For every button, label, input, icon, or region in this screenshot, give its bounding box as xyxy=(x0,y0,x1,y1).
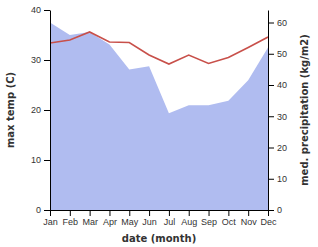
tick: Nov xyxy=(241,210,258,227)
tick-label: Sep xyxy=(201,217,217,227)
tick: 40 xyxy=(268,80,287,90)
tick-mark xyxy=(44,160,50,161)
tick-label: 10 xyxy=(277,174,287,184)
tick-mark xyxy=(44,60,50,61)
axis-line xyxy=(51,210,269,211)
tick-mark xyxy=(44,110,50,111)
tick: 10 xyxy=(268,174,287,184)
tick-label: Aug xyxy=(181,217,197,227)
tick-mark xyxy=(268,85,274,86)
tick: Sep xyxy=(201,210,217,227)
tick: Jan xyxy=(43,210,58,227)
tick-mark xyxy=(209,210,210,216)
tick-label: Dec xyxy=(260,217,277,227)
tick: Jun xyxy=(142,210,157,227)
tick-label: Jul xyxy=(164,217,176,227)
tick-mark xyxy=(44,210,50,211)
tick: 0 xyxy=(36,205,50,215)
tick: 40 xyxy=(31,5,50,15)
tick-label: 30 xyxy=(31,55,41,65)
tick-mark xyxy=(228,210,229,216)
tick-mark xyxy=(268,210,269,216)
x-axis-title: date (month) xyxy=(122,233,196,244)
tick-label: 0 xyxy=(277,205,282,215)
tick-label: 10 xyxy=(31,155,41,165)
tick: 30 xyxy=(31,55,50,65)
tick-mark xyxy=(44,10,50,11)
tick-mark xyxy=(90,210,91,216)
tick-label: 20 xyxy=(277,143,287,153)
tick-mark xyxy=(50,210,51,216)
tick-label: 30 xyxy=(277,112,287,122)
y-axis-title: max temp (C) xyxy=(5,72,16,148)
tick: May xyxy=(121,210,139,227)
tick: 20 xyxy=(31,105,50,115)
tick-label: Apr xyxy=(103,217,117,227)
tick-label: May xyxy=(121,217,139,227)
tick-mark xyxy=(189,210,190,216)
y2-axis: 0 10 20 30 40 50 60 xyxy=(268,11,287,216)
tick: 30 xyxy=(268,112,287,122)
tick-label: Oct xyxy=(222,217,237,227)
tick-mark xyxy=(70,210,71,216)
axis-line xyxy=(50,11,51,211)
tick-label: 0 xyxy=(36,205,41,215)
tick: Oct xyxy=(222,210,237,227)
tick: Aug xyxy=(181,210,197,227)
tick-label: 60 xyxy=(277,18,287,28)
precip-area xyxy=(50,23,268,211)
x-axis: Jan FebMar Apr MayJun Jul Aug Sep Oct NovDec xyxy=(43,210,277,227)
tick-label: 40 xyxy=(31,5,41,15)
tick-label: 40 xyxy=(277,80,287,90)
tick-mark xyxy=(268,23,274,24)
tick-label: Jun xyxy=(142,217,157,227)
tick-label: 20 xyxy=(31,105,41,115)
tick: 20 xyxy=(268,143,287,153)
tick-mark xyxy=(129,210,130,216)
tick-mark xyxy=(109,210,110,216)
tick: 10 xyxy=(31,155,50,165)
tick: Mar xyxy=(82,210,98,227)
tick-mark xyxy=(268,179,274,180)
chart: 0 10 20 30 40 0 10 20 30 40 50 60 Jan FebMar Apr MayJun… xyxy=(0,0,318,247)
y-axis: 0 10 20 30 40 xyxy=(31,5,51,215)
tick-label: Nov xyxy=(241,217,258,227)
tick-mark xyxy=(149,210,150,216)
tick: 50 xyxy=(268,49,287,59)
temp-line xyxy=(50,32,268,64)
axis-line xyxy=(268,11,269,211)
tick-mark xyxy=(169,210,170,216)
tick: Dec xyxy=(260,210,277,227)
tick-label: Mar xyxy=(82,217,98,227)
tick: Jul xyxy=(164,210,176,227)
tick-mark xyxy=(248,210,249,216)
tick-label: Feb xyxy=(63,217,79,227)
tick-label: Jan xyxy=(43,217,58,227)
tick: Apr xyxy=(103,210,117,227)
y2-axis-title: med. precipitation (kg/m2) xyxy=(299,34,310,186)
tick-label: 50 xyxy=(277,49,287,59)
tick-mark xyxy=(268,148,274,149)
tick: 60 xyxy=(268,18,287,28)
plot-area xyxy=(50,23,268,211)
tick-mark xyxy=(268,116,274,117)
tick-mark xyxy=(268,54,274,55)
tick: 0 xyxy=(268,205,282,215)
tick: Feb xyxy=(63,210,79,227)
